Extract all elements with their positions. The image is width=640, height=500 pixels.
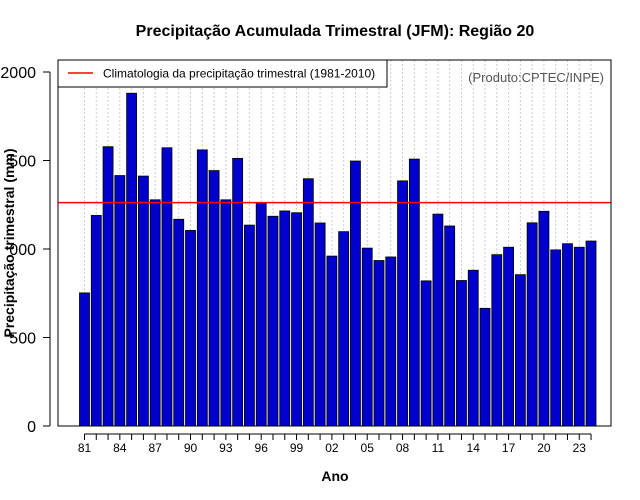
bar-1994: [232, 157, 244, 427]
credit-text: (Produto:CPTEC/INPE): [468, 70, 604, 85]
legend-label: Climatologia da precipitação trimestral …: [103, 67, 375, 81]
bar-1992: [208, 170, 220, 427]
bar-2002: [326, 255, 338, 427]
bar-2005: [361, 247, 373, 427]
x-tick-label: 02: [325, 441, 339, 455]
bar-2010: [420, 280, 432, 427]
x-tick-label: 93: [219, 441, 233, 455]
bar-2016: [491, 254, 503, 427]
bar-2023: [573, 246, 585, 427]
y-tick-label: 000: [9, 242, 36, 259]
bar-2017: [503, 246, 514, 427]
bar-2008: [397, 180, 408, 427]
y-tick-label: 500: [9, 154, 36, 171]
x-tick-label: 17: [502, 441, 516, 455]
x-tick-label: 08: [396, 441, 410, 455]
bar-1999: [291, 212, 302, 427]
bar-2009: [408, 158, 420, 427]
x-tick-label: 99: [290, 441, 304, 455]
bar-2020: [538, 210, 550, 427]
y-tick-label: 0: [27, 419, 36, 436]
y-tick-label: 2000: [0, 65, 36, 82]
bar-1983: [102, 146, 114, 427]
bar-2021: [550, 249, 562, 427]
bar-2004: [350, 160, 361, 427]
x-tick-label: 14: [467, 441, 481, 455]
bar-1984: [114, 175, 126, 427]
bar-1998: [279, 210, 291, 427]
bar-2013: [456, 280, 467, 427]
x-tick-label: 90: [184, 441, 198, 455]
legend-box: [57, 59, 388, 88]
bar-1987: [149, 199, 161, 427]
bar-2022: [562, 243, 573, 427]
bar-2015: [479, 307, 491, 427]
bar-2006: [373, 260, 385, 427]
bar-2014: [467, 269, 479, 427]
bar-2007: [385, 256, 397, 427]
bar-1991: [196, 149, 208, 427]
bar-1985: [126, 92, 138, 427]
bar-1995: [244, 224, 255, 427]
bar-1997: [267, 215, 279, 427]
bars-group: [79, 92, 597, 427]
x-tick-label: 81: [78, 441, 92, 455]
bar-1986: [137, 175, 149, 427]
y-axis-label: Precipitação trimestral (mm): [1, 148, 17, 337]
x-tick-label: 11: [432, 441, 445, 455]
x-tick-label: 05: [361, 441, 375, 455]
x-tick-label: 96: [255, 441, 269, 455]
bar-1981: [79, 292, 90, 427]
x-tick-label: 23: [573, 441, 587, 455]
bar-1993: [220, 199, 232, 427]
bar-2024: [585, 240, 597, 427]
bar-2011: [432, 213, 444, 427]
bar-2012: [444, 225, 456, 427]
bar-1982: [90, 214, 102, 427]
bar-1989: [173, 218, 185, 427]
bar-2003: [338, 231, 350, 427]
x-axis: 81 84 87 90 93 96 99 02 05 08 11 14 17 20 23: [78, 433, 592, 455]
chart-title: Precipitação Acumulada Trimestral (JFM):…: [136, 23, 535, 40]
x-tick-label: 87: [149, 441, 163, 455]
bar-2000: [302, 178, 314, 427]
bar-1988: [161, 147, 173, 427]
bar-1996: [255, 202, 267, 427]
y-tick-label: 500: [9, 331, 36, 348]
bar-2019: [526, 222, 538, 427]
x-tick-label: 84: [113, 441, 127, 455]
y-axis: 0 500 000 500 2000: [0, 65, 51, 436]
x-axis-label: Ano: [321, 468, 348, 484]
legend: Climatologia da precipitação trimestral …: [57, 59, 388, 88]
bar-2001: [314, 222, 326, 427]
bar-1990: [185, 230, 196, 427]
x-tick-label: 20: [537, 441, 551, 455]
bar-2018: [514, 274, 526, 427]
